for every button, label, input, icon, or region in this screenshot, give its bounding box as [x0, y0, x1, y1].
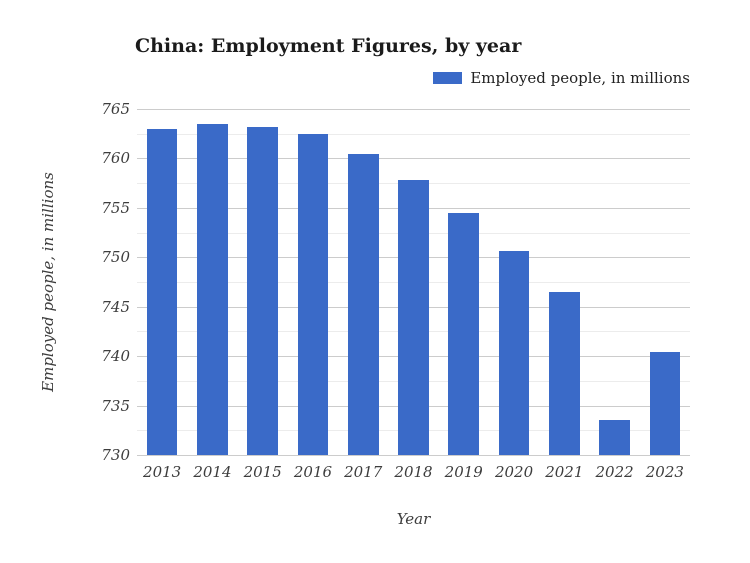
plot-area — [137, 109, 690, 456]
bar-2023 — [649, 352, 681, 455]
x-tick-label-2022: 2022 — [595, 463, 634, 481]
y-tick-label-730: 730 — [101, 446, 130, 464]
minor-gridline-762.5 — [137, 133, 690, 135]
legend: Employed people, in millions — [433, 68, 690, 87]
x-axis-tick-labels: 2013 2014 2015 2016 2017 2018 2019 2020 2021 2022… — [137, 463, 690, 483]
y-tick-label-765: 765 — [101, 100, 130, 118]
y-axis-tick-labels: 765 760 755 750 745 740 735 730 — [0, 100, 130, 464]
y-tick-label-755: 755 — [101, 198, 130, 217]
x-tick-label-2016: 2016 — [293, 463, 333, 481]
bar-2015 — [247, 126, 278, 455]
bar-series — [137, 109, 690, 455]
bar-2021 — [548, 291, 580, 455]
bar-2022 — [599, 420, 630, 455]
major-gridline-760 — [137, 158, 690, 160]
bar-2014 — [197, 123, 228, 455]
bar-2018 — [398, 180, 429, 455]
x-tick-label-2013: 2013 — [143, 463, 182, 481]
chart-title: China: Employment Figures, by year — [135, 35, 522, 57]
legend-label: Employed people, in millions — [470, 68, 690, 87]
y-tick-label-760: 760 — [101, 149, 130, 168]
x-tick-label-2020: 2020 — [494, 463, 534, 481]
y-tick-label-735: 735 — [101, 396, 130, 415]
x-tick-label-2017: 2017 — [344, 463, 383, 481]
bar-2016 — [297, 133, 329, 455]
x-tick-label-2019: 2019 — [444, 463, 483, 481]
y-tick-label-745: 745 — [101, 297, 130, 316]
major-gridline-765 — [137, 109, 690, 110]
x-tick-label-2014: 2014 — [193, 463, 232, 481]
y-tick-label-750: 750 — [101, 248, 130, 267]
bar-2019 — [448, 212, 480, 455]
x-tick-label-2015: 2015 — [243, 463, 282, 481]
legend-swatch-icon — [433, 71, 463, 84]
major-gridline-730 — [137, 455, 690, 456]
x-tick-label-2021: 2021 — [545, 463, 584, 481]
bar-2017 — [347, 153, 379, 455]
x-axis-title: Year — [396, 510, 431, 528]
x-tick-label-2018: 2018 — [394, 463, 433, 481]
bar-2013 — [146, 128, 178, 455]
y-tick-label-740: 740 — [101, 347, 130, 366]
bar-2020 — [498, 251, 530, 455]
x-tick-label-2023: 2023 — [645, 463, 684, 481]
